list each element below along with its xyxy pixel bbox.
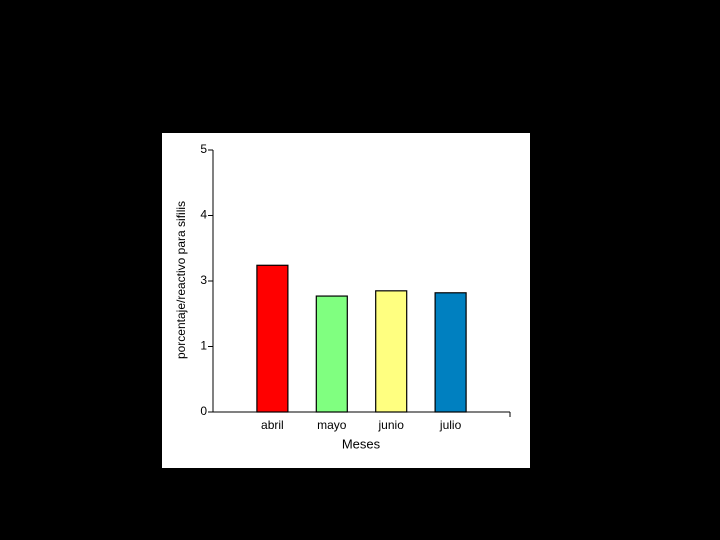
y-tick-label: 0 [200,404,207,418]
x-tick-label: julio [439,418,462,432]
x-axis-label: Meses [342,436,381,451]
y-tick-label: 3 [200,273,207,287]
x-tick-label: abril [261,418,284,432]
x-tick-label: mayo [317,418,347,432]
y-tick-label: 5 [200,142,207,156]
y-tick-label: 1 [200,339,207,353]
y-tick-label: 4 [200,208,207,222]
bar [256,264,289,413]
x-tick-label: junio [378,418,405,432]
bar [434,292,467,413]
bar [375,290,408,413]
bar [315,295,348,413]
y-axis-label: porcentaje/reactivo para sifilis [174,201,188,359]
